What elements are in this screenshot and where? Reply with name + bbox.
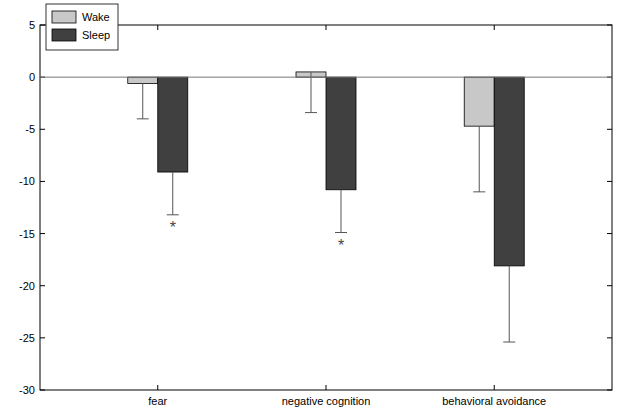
y-tick bbox=[40, 129, 45, 130]
y-tick bbox=[607, 181, 612, 182]
x-tick bbox=[157, 385, 158, 390]
error-bar bbox=[335, 190, 347, 233]
y-tick bbox=[607, 233, 612, 234]
x-tick bbox=[326, 385, 327, 390]
error-cap bbox=[305, 112, 317, 113]
bar bbox=[464, 77, 494, 126]
bar bbox=[326, 77, 356, 190]
error-line bbox=[509, 266, 510, 342]
y-tick bbox=[40, 337, 45, 338]
x-tick bbox=[326, 25, 327, 30]
error-cap bbox=[167, 214, 179, 215]
legend-label: Sleep bbox=[82, 29, 110, 41]
error-bar bbox=[167, 172, 179, 215]
error-bar bbox=[137, 83, 149, 118]
error-line bbox=[172, 172, 173, 215]
x-tick bbox=[494, 25, 495, 30]
y-tick bbox=[607, 285, 612, 286]
bars bbox=[128, 72, 524, 342]
annotation: * bbox=[338, 237, 344, 254]
y-tick bbox=[40, 285, 45, 286]
x-tick bbox=[494, 385, 495, 390]
bar bbox=[128, 77, 158, 83]
error-bar bbox=[305, 72, 317, 113]
x-tick-label: negative cognition bbox=[282, 395, 371, 407]
bar bbox=[494, 77, 524, 266]
y-tick-label: 5 bbox=[29, 19, 35, 31]
error-line bbox=[311, 72, 312, 113]
error-cap bbox=[503, 342, 515, 343]
y-tick bbox=[607, 390, 612, 391]
y-tick-label: -5 bbox=[25, 123, 35, 135]
y-tick bbox=[40, 233, 45, 234]
y-tick bbox=[40, 181, 45, 182]
error-bar bbox=[473, 126, 485, 192]
y-tick bbox=[40, 390, 45, 391]
x-tick-label: behavioral avoidance bbox=[442, 395, 546, 407]
y-tick-label: 0 bbox=[29, 71, 35, 83]
y-tick-label: -30 bbox=[19, 384, 35, 396]
legend-box bbox=[46, 4, 118, 50]
plot-frame bbox=[40, 25, 612, 390]
annotation: * bbox=[170, 219, 176, 236]
error-cap bbox=[473, 191, 485, 192]
error-line bbox=[142, 83, 143, 118]
baseline bbox=[40, 77, 612, 78]
error-bar bbox=[503, 266, 515, 342]
error-cap bbox=[335, 232, 347, 233]
y-tick bbox=[607, 25, 612, 26]
error-cap bbox=[137, 118, 149, 119]
y-tick-label: -25 bbox=[19, 332, 35, 344]
legend-swatch bbox=[52, 11, 76, 23]
y-tick-label: -15 bbox=[19, 228, 35, 240]
chart: -30 -25 -20 -15 -10 -5 0 5 fear negative cognitio… bbox=[0, 0, 626, 415]
x-tick bbox=[157, 25, 158, 30]
error-line bbox=[341, 190, 342, 233]
y-tick bbox=[607, 129, 612, 130]
legend-swatch bbox=[52, 29, 76, 41]
y-tick bbox=[40, 25, 45, 26]
y-tick-label: -20 bbox=[19, 280, 35, 292]
y-tick bbox=[607, 337, 612, 338]
bar bbox=[158, 77, 188, 172]
y-tick-label: -10 bbox=[19, 175, 35, 187]
x-tick-label: fear bbox=[148, 395, 167, 407]
error-line bbox=[479, 126, 480, 192]
legend-label: Wake bbox=[82, 11, 110, 23]
